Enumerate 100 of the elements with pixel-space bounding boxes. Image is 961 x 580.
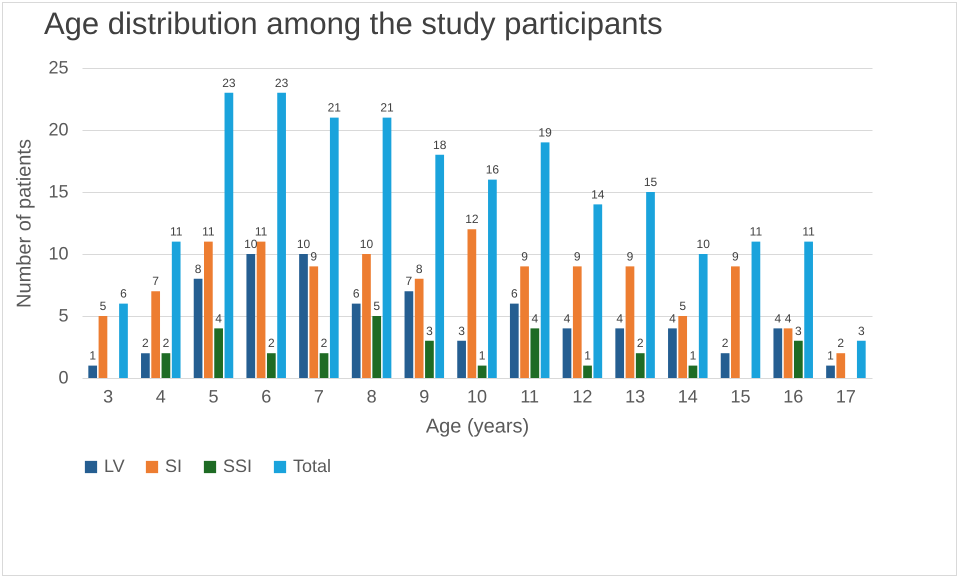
x-tick-label: 7 [314,386,324,406]
data-label: 11 [254,224,268,239]
bar [246,254,256,378]
data-label: 1 [89,348,96,363]
bar [773,328,782,378]
bar [119,304,128,378]
bar [194,278,202,378]
bar [510,304,519,378]
bar [562,328,572,378]
data-label: 14 [591,187,605,202]
legend-label: SSI [223,456,252,476]
bar [320,353,328,378]
x-tick-label: 15 [730,386,751,406]
bar [520,266,529,378]
chart-title: Age distribution among the study participants [44,6,663,41]
bar [256,242,266,378]
bar [88,366,98,378]
bar [636,353,645,378]
data-label: 4 [669,311,676,326]
bar [856,340,866,378]
y-axis-title: Number of patients [13,139,36,308]
data-label: 4 [784,311,792,326]
bar [646,192,655,378]
x-tick-label: 9 [419,386,430,406]
data-label: 4 [215,311,222,326]
data-label: 18 [433,138,447,152]
bar [435,154,444,378]
legend-label: Total [293,456,332,476]
data-label: 5 [373,299,380,313]
data-label: 4 [531,311,538,326]
x-tick-label: 8 [366,386,377,406]
data-label: 3 [795,324,802,338]
data-label: 12 [465,212,479,226]
x-tick-label: 11 [520,386,540,406]
data-label: 8 [194,262,202,276]
bar [572,266,582,378]
bar [804,242,813,378]
data-label: 2 [636,336,644,350]
data-label: 16 [486,162,500,177]
data-label: 23 [274,76,289,90]
x-tick-label: 12 [572,386,592,406]
bar [593,204,602,378]
bar [688,366,698,378]
data-label: 2 [837,336,844,350]
bar [720,353,730,378]
bar [224,92,234,378]
data-label: 2 [268,336,275,350]
data-label: 6 [352,286,360,301]
bar [352,304,361,378]
bar [583,366,592,378]
bar [468,229,476,378]
data-label: 4 [564,311,571,326]
bar [309,266,318,378]
data-label: 2 [320,336,328,350]
data-label: 2 [142,336,150,350]
data-label: 11 [750,224,762,239]
bar [615,328,624,378]
bar [330,118,339,378]
x-tick-label: 3 [103,386,114,406]
bar [362,254,371,378]
bar [457,340,466,378]
bar [668,328,677,378]
data-label: 23 [222,76,236,90]
bar [151,291,160,378]
bar [204,242,213,378]
data-label: 4 [616,311,624,326]
data-label: 9 [574,249,581,264]
x-tick-label: 14 [678,386,698,406]
data-label: 10 [696,237,710,251]
y-tick-label: 10 [48,244,68,264]
data-label: 21 [328,100,342,115]
bar [372,316,382,378]
bar [678,316,688,378]
bar [172,242,181,378]
bar [414,278,424,378]
bar [425,340,434,378]
bar [794,340,803,378]
bar [731,266,740,378]
x-tick-label: 6 [261,386,272,406]
bar [141,353,150,378]
x-tick-label: 10 [466,386,488,406]
legend-label: SI [165,456,182,476]
data-label: 9 [310,249,318,264]
x-tick-label: 5 [208,386,218,406]
data-label: 6 [510,286,518,301]
data-label: 2 [722,336,729,350]
bar [626,266,634,378]
x-axis-title: Age (years) [426,416,530,438]
bar [836,353,846,378]
data-label: 7 [152,274,160,288]
data-label: 2 [162,336,170,350]
x-tick-label: 17 [836,386,856,406]
bar [214,328,223,378]
bar [382,118,392,378]
data-label: 5 [100,299,107,313]
x-tick-label: 4 [156,386,166,406]
data-label: 11 [202,224,215,239]
data-label: 8 [416,262,423,276]
bar [698,254,708,378]
data-label: 21 [380,100,394,115]
